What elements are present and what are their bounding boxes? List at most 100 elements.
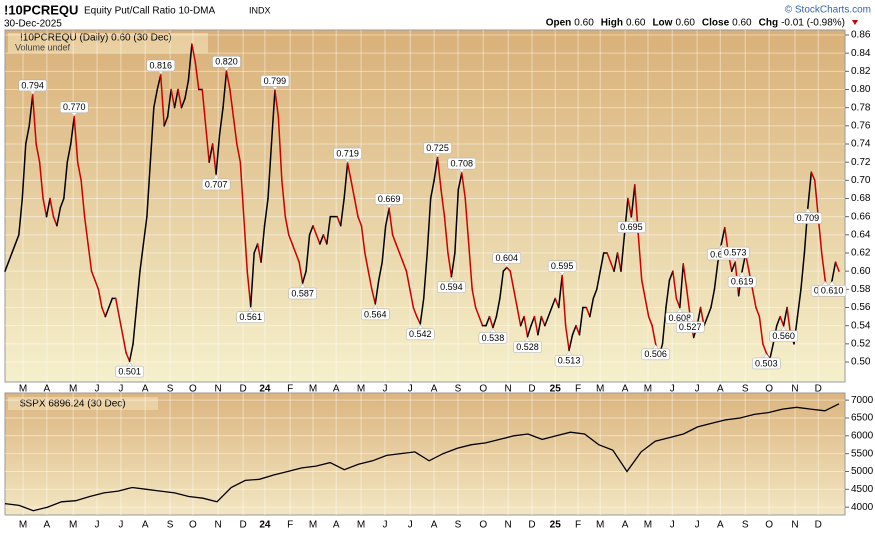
x-tick-label: J [118, 384, 123, 395]
line-segment [339, 197, 345, 227]
quote-label: High [601, 18, 623, 29]
line-segment [21, 143, 27, 200]
y-tick-label: 5000 [851, 466, 874, 477]
line-segment [97, 288, 103, 309]
line-segment [637, 234, 643, 282]
line-segment [11, 243, 17, 254]
label-box [554, 354, 584, 367]
data-label: 0.610 [821, 286, 844, 296]
x-tick-label: N [215, 520, 222, 531]
quote-label: Chg [759, 18, 778, 29]
x-tick-label: A [622, 384, 629, 395]
line-segment [703, 315, 709, 327]
x-tick-label: S [455, 384, 462, 395]
line-segment [786, 306, 792, 336]
line-segment [45, 197, 51, 218]
line-segment [395, 243, 401, 254]
line-segment [488, 315, 494, 329]
label-box [361, 308, 390, 321]
x-tick-label: N [505, 520, 512, 531]
quote: -0.01 (-0.98%)Chg0.60Close0.60Low0.60Hig… [546, 18, 845, 29]
x-tick-label: S [167, 384, 174, 395]
line-segment [644, 297, 650, 318]
line-segment [537, 315, 543, 336]
line-segment [672, 270, 678, 300]
line-segment [132, 306, 138, 345]
x-tick-label: O [189, 520, 197, 531]
line-segment [87, 243, 93, 272]
line-segment [661, 306, 667, 345]
exchange: INDX [249, 5, 271, 15]
x-tick-label: M [644, 384, 652, 395]
y-tick-label: 4000 [851, 502, 874, 513]
y-tick-label: 0.64 [851, 229, 871, 240]
line-segment [758, 315, 764, 345]
line-segment [685, 288, 691, 318]
line-segment [506, 266, 511, 272]
x-tick-label: D [815, 520, 822, 531]
x-tick-label: J [95, 384, 100, 395]
line-segment [360, 225, 366, 254]
data-label: 0.794 [21, 80, 44, 90]
y-tick-label: 0.72 [851, 157, 871, 168]
line-segment [211, 143, 217, 175]
y-tick-label: 0.86 [851, 30, 871, 41]
legend: !10PCREQU (Daily) 0.60 (30 Dec) [20, 33, 172, 44]
symbol: !10PCREQU [4, 2, 78, 17]
x-tick-label: 25 [550, 520, 562, 531]
line-segment [274, 89, 280, 118]
line-segment [159, 74, 165, 127]
line-segment [225, 70, 231, 91]
line-segment [256, 243, 262, 263]
line-segment [512, 288, 518, 309]
data-label: 0.513 [558, 356, 581, 366]
data-label: 0.619 [731, 277, 754, 287]
y-tick-label: 0.76 [851, 120, 871, 131]
x-tick-label: N [505, 384, 512, 395]
x-tick-label: M [69, 384, 77, 395]
line-segment [571, 324, 577, 336]
line-segment [485, 315, 491, 327]
line-segment [298, 261, 304, 284]
label-box [817, 285, 847, 297]
line-segment [782, 306, 788, 327]
line-segment [184, 79, 190, 100]
line-segment [461, 172, 467, 200]
y-tick-label: 7000 [851, 395, 874, 406]
line-segment [63, 161, 69, 200]
quote-label: Open [546, 18, 572, 29]
data-label: 0.725 [426, 143, 449, 153]
line-segment [519, 315, 525, 327]
quote-value: 0.60 [626, 18, 646, 29]
line-segment [260, 225, 266, 263]
line [4, 403, 840, 512]
label-box [437, 281, 466, 293]
line-segment [502, 266, 508, 272]
label-box [406, 328, 435, 341]
line-segment [447, 252, 453, 278]
y-tick-label: 0.74 [851, 139, 871, 150]
line-segment [246, 270, 252, 308]
data-label: 0.542 [409, 329, 432, 339]
line-segment [412, 306, 418, 318]
line-segment [551, 297, 556, 309]
x-tick-label: A [44, 520, 51, 531]
x-tick-label: A [142, 520, 149, 531]
line-segment [831, 261, 837, 282]
line-segment [640, 279, 646, 300]
data-label: 0.707 [205, 179, 228, 189]
line-segment [208, 143, 214, 163]
line-segment [426, 197, 432, 254]
line-segment [810, 171, 816, 182]
data-label: 0.561 [239, 312, 262, 322]
line-segment [374, 279, 380, 305]
line-segment [530, 315, 536, 327]
sublegend: Volume undef [15, 42, 71, 52]
label-box [260, 75, 290, 87]
x-tick-label: F [575, 384, 581, 395]
x-tick-label: J [695, 520, 700, 531]
line-segment [28, 94, 34, 127]
label-box [675, 321, 705, 333]
line-segment [253, 243, 259, 254]
line-segment [467, 243, 473, 291]
